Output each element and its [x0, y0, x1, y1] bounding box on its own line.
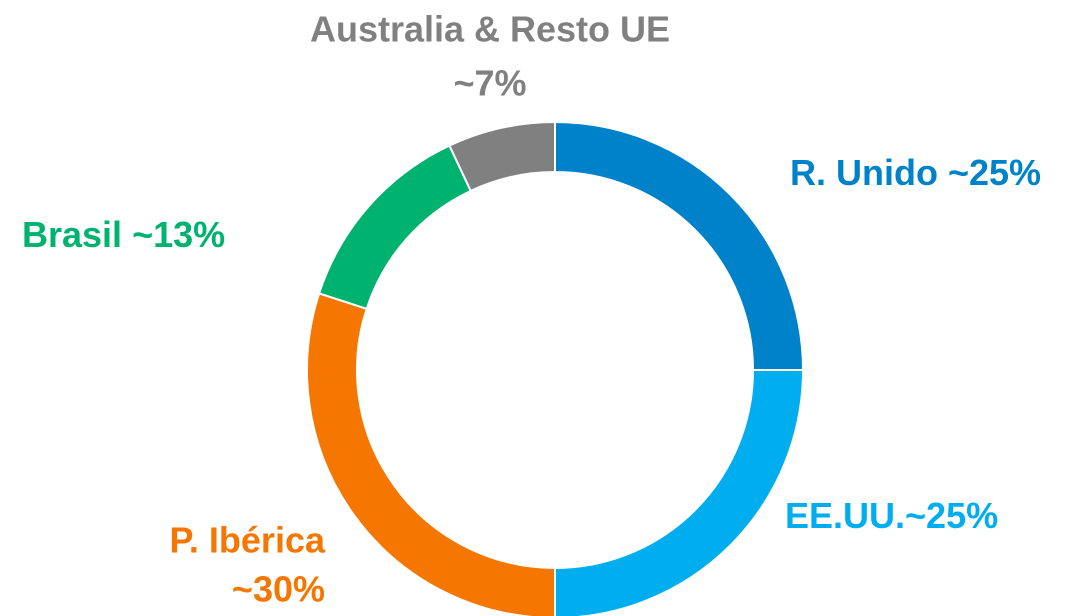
- value-label: ~30%: [232, 569, 325, 610]
- category-name: Australia & Resto UE: [310, 9, 670, 50]
- slice-label: R. Unido ~25%: [790, 152, 1041, 193]
- value-label: ~13%: [132, 214, 225, 255]
- category-name: P. Ibérica: [170, 520, 326, 561]
- donut-slice: [448, 120, 556, 193]
- category-name: Brasil: [22, 214, 122, 255]
- donut-slice: [317, 144, 473, 311]
- value-label: ~7%: [453, 63, 526, 104]
- slice-label: EE.UU.~25%: [785, 495, 998, 536]
- donut-slice: [554, 120, 805, 371]
- donut-slice: [306, 292, 556, 616]
- category-name: EE.UU.: [785, 495, 905, 536]
- slice-label: Brasil ~13%: [22, 214, 225, 255]
- donut-slice: [554, 369, 805, 616]
- value-label: ~25%: [905, 495, 998, 536]
- value-label: ~25%: [948, 152, 1041, 193]
- category-name: R. Unido: [790, 152, 938, 193]
